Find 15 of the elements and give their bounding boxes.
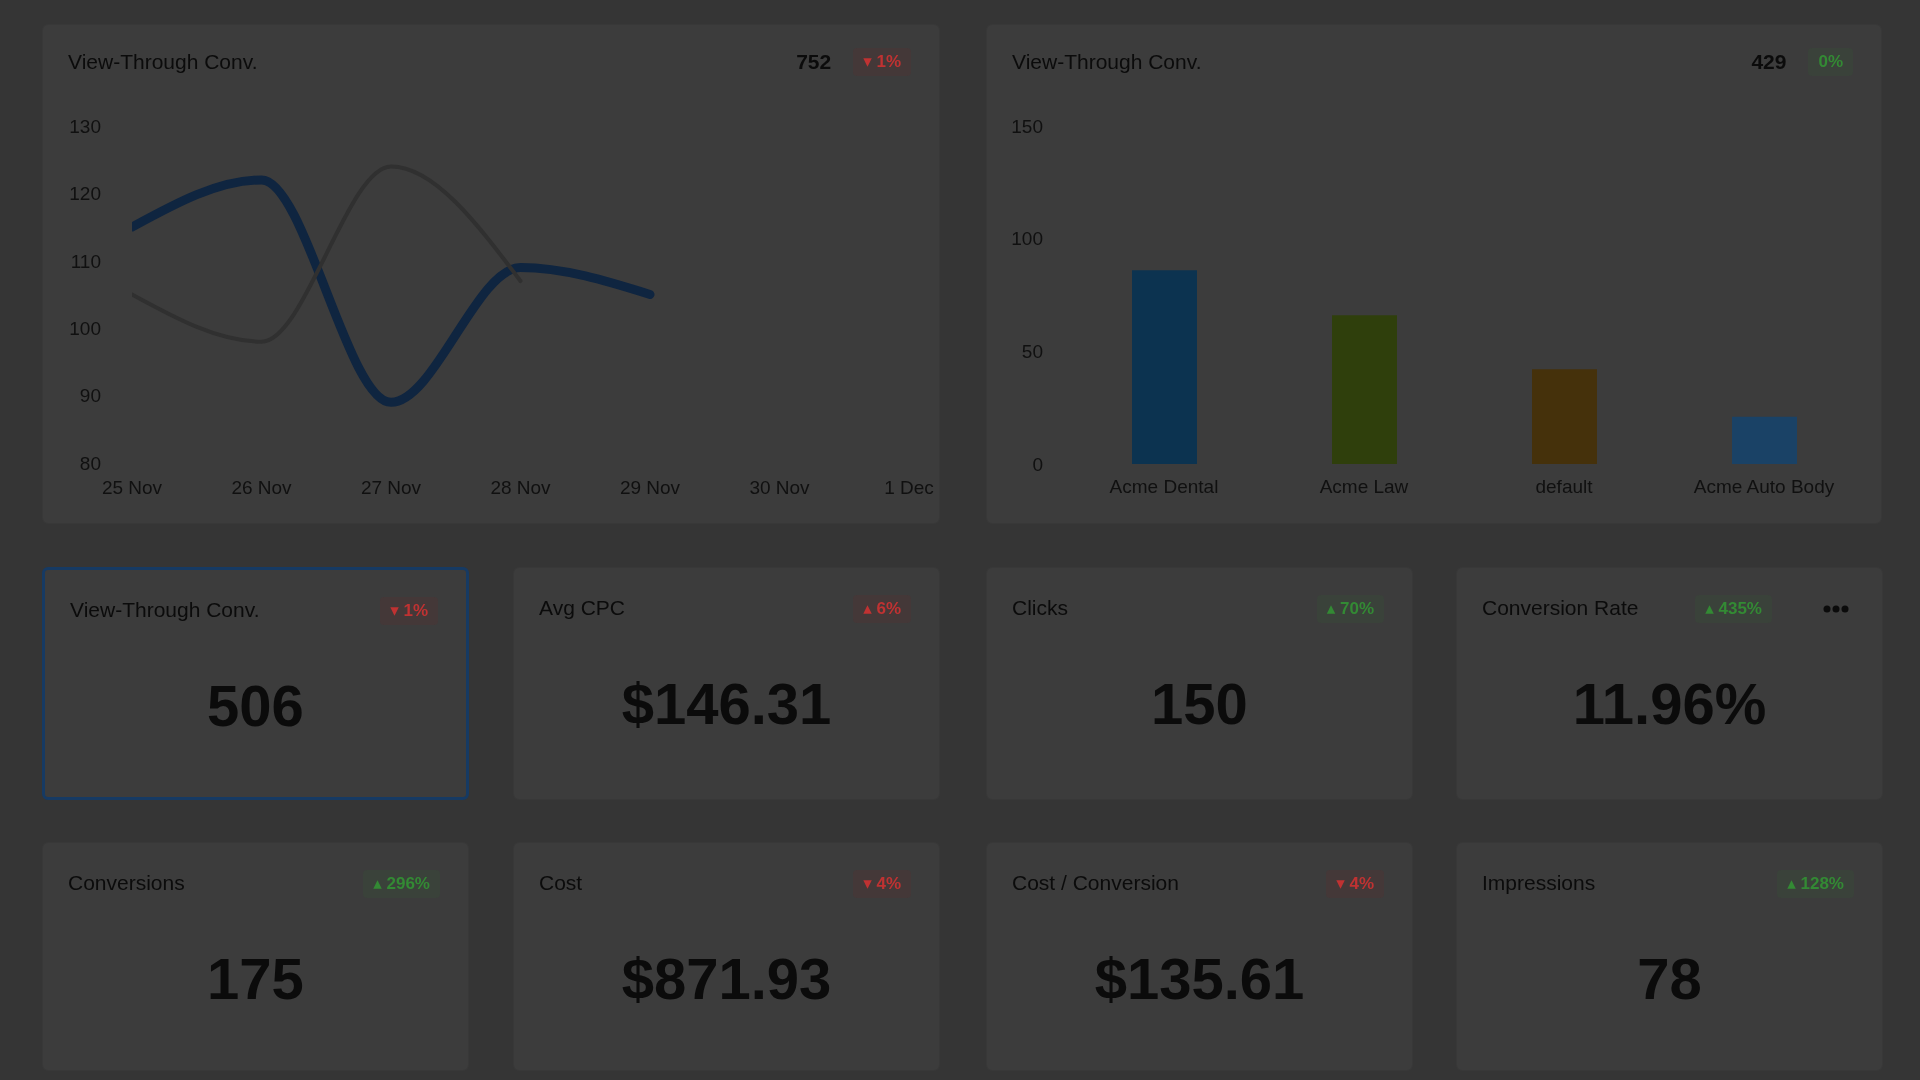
text: ▴ 296% — [363, 870, 440, 898]
text: 0% — [1808, 48, 1853, 76]
bar — [1732, 416, 1797, 464]
bar — [1532, 369, 1597, 464]
line-series — [132, 164, 523, 344]
text: ▾ 4% — [1326, 870, 1384, 898]
text: ▾ 1% — [380, 597, 438, 625]
bar — [1332, 315, 1397, 464]
text: ▴ 435% — [1695, 595, 1772, 623]
text: ▾ 4% — [853, 870, 911, 898]
text: ▴ 70% — [1316, 595, 1384, 623]
text: ▴ 128% — [1777, 870, 1854, 898]
bar — [1132, 270, 1197, 464]
text: ▾ 1% — [853, 48, 911, 76]
text: ▴ 6% — [853, 595, 911, 623]
